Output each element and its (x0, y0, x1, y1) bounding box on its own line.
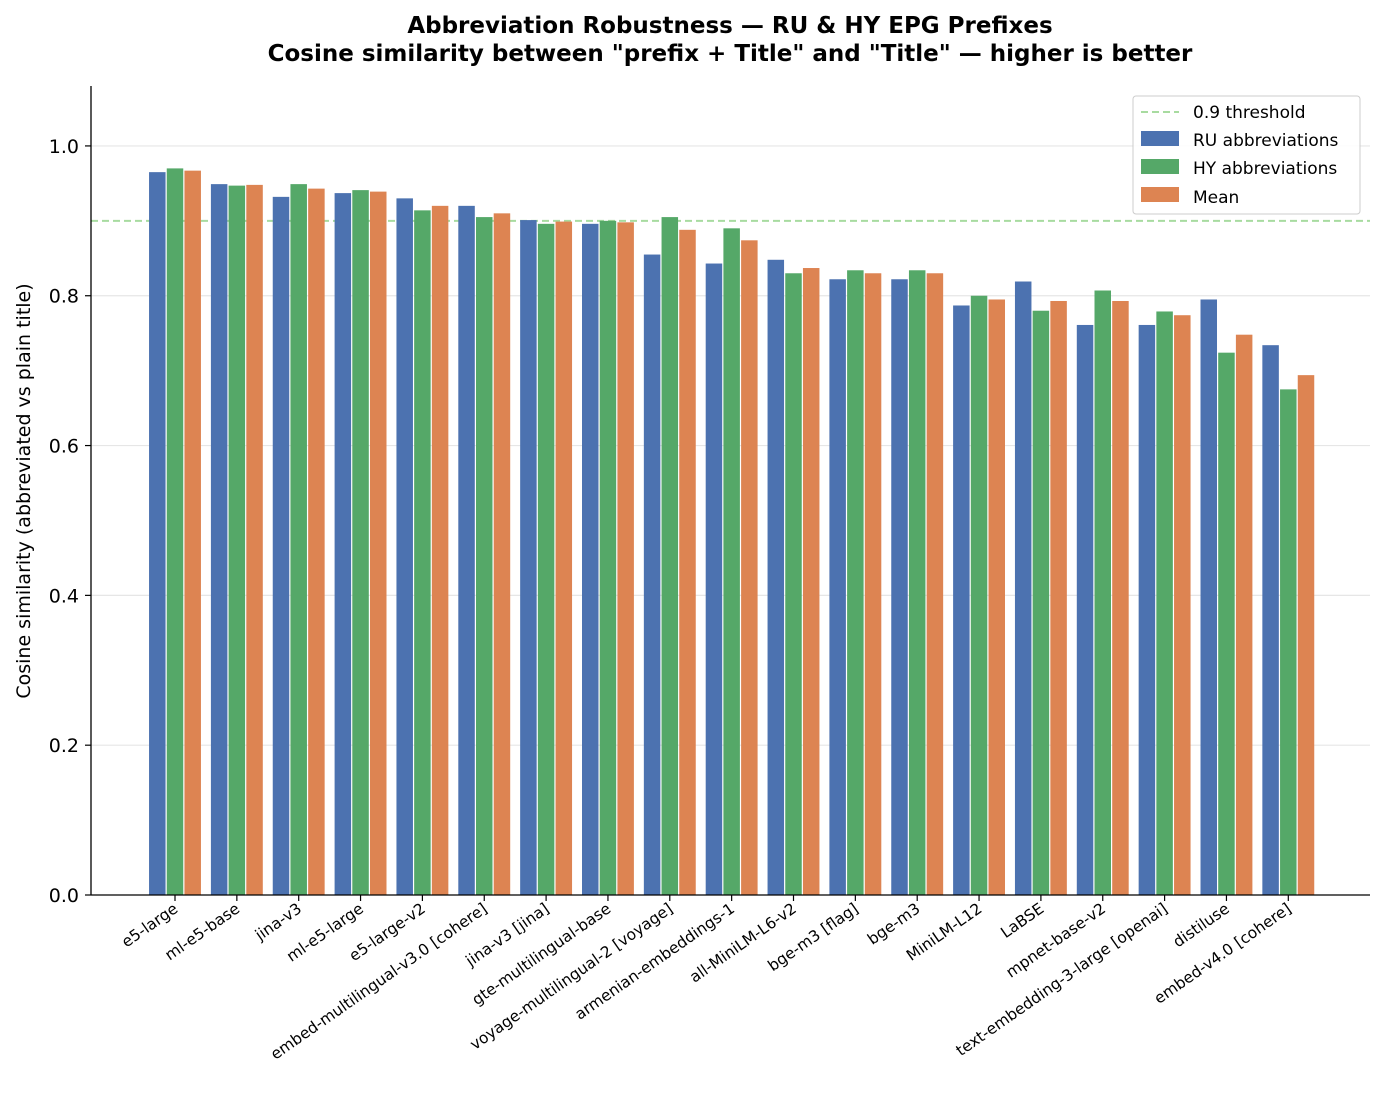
bar-ru-11 (829, 279, 846, 895)
bar-hy-6 (537, 223, 555, 895)
y-tick-label: 0.2 (49, 735, 79, 757)
bar-ru-16 (1138, 324, 1156, 896)
bar-hy-11 (847, 270, 864, 895)
y-tick-label: 0.4 (49, 585, 79, 607)
bar-hy-3 (352, 190, 369, 896)
bar-mean-7 (617, 222, 634, 895)
bars (149, 168, 1315, 896)
y-tick-label: 0.6 (49, 436, 79, 458)
bar-mean-15 (1112, 300, 1129, 895)
bar-hy-14 (1032, 310, 1050, 895)
bar-ru-1 (210, 184, 228, 895)
bar-mean-10 (802, 268, 820, 895)
bar-hy-2 (290, 184, 307, 895)
bar-mean-4 (431, 205, 449, 895)
y-tick-label: 1.0 (49, 136, 79, 158)
bar-ru-2 (272, 196, 290, 895)
y-tick-label: 0.8 (49, 286, 79, 308)
bar-mean-13 (988, 299, 1005, 896)
bar-ru-4 (396, 198, 413, 896)
bar-ru-3 (334, 193, 352, 895)
bar-mean-0 (184, 170, 201, 895)
bar-mean-17 (1235, 334, 1253, 895)
bar-ru-10 (767, 259, 785, 896)
bar-ru-7 (582, 223, 599, 895)
legend-label-ru: RU abbreviations (1193, 131, 1338, 151)
bar-mean-8 (679, 229, 696, 896)
bar-ru-9 (705, 263, 723, 896)
bar-mean-14 (1050, 300, 1067, 895)
x-tick-label: embed-multilingual-v3.0 [cohere] (267, 900, 490, 1064)
bar-hy-5 (476, 217, 493, 896)
legend: 0.9 threshold RU abbreviations HY abbrev… (1132, 95, 1361, 215)
bar-hy-18 (1280, 389, 1297, 895)
bar-mean-2 (308, 188, 325, 895)
bar-mean-12 (926, 273, 944, 895)
bar-ru-0 (149, 172, 166, 895)
bar-mean-11 (864, 273, 882, 895)
chart-subtitle: Cosine similarity between "prefix + Titl… (268, 41, 1193, 67)
bar-ru-6 (520, 220, 537, 896)
y-axis-label: Cosine similarity (abbreviated vs plain … (13, 283, 35, 698)
bar-ru-13 (953, 305, 970, 895)
bar-hy-7 (599, 220, 617, 896)
x-tick-label: text-embedding-3-large [openai] (953, 900, 1171, 1060)
bar-hy-13 (970, 295, 988, 896)
bar-ru-14 (1014, 281, 1032, 896)
bar-ru-15 (1076, 324, 1094, 896)
bar-hy-17 (1218, 352, 1235, 895)
legend-frame (1132, 95, 1361, 215)
bar-ru-17 (1200, 299, 1217, 896)
x-tick-label: all-MiniLM-L6-v2 (686, 900, 799, 987)
x-tick-label: LaBSE (997, 900, 1047, 942)
bar-hy-4 (414, 210, 431, 895)
bar-mean-1 (246, 184, 263, 895)
bar-hy-12 (908, 270, 926, 895)
y-ticks: 0.0 0.2 0.4 0.6 0.8 1.0 (49, 136, 91, 907)
bar-ru-12 (891, 279, 908, 895)
legend-swatch-ru (1141, 131, 1179, 146)
legend-swatch-hy (1141, 159, 1179, 174)
legend-swatch-mean (1141, 187, 1179, 202)
bar-ru-18 (1262, 345, 1279, 895)
bar-hy-1 (228, 185, 246, 896)
bar-hy-15 (1094, 290, 1111, 896)
y-tick-label: 0.0 (49, 885, 79, 907)
legend-threshold-label: 0.9 threshold (1193, 103, 1306, 123)
bar-hy-0 (166, 168, 184, 896)
x-tick-label: jina-v3 (251, 900, 305, 945)
bar-hy-16 (1156, 311, 1173, 895)
bar-ru-5 (458, 205, 475, 895)
bar-mean-5 (493, 213, 511, 895)
bar-hy-8 (661, 217, 679, 896)
chart-title: Abbreviation Robustness — RU & HY EPG Pr… (407, 13, 1052, 39)
bar-hy-9 (723, 228, 740, 895)
bar-mean-18 (1297, 375, 1315, 895)
legend-label-mean: Mean (1193, 188, 1239, 208)
legend-label-hy: HY abbreviations (1193, 159, 1337, 179)
bar-mean-6 (555, 221, 573, 896)
bar-mean-16 (1174, 315, 1191, 895)
bar-ru-8 (643, 254, 661, 895)
bar-mean-3 (370, 191, 387, 895)
bar-hy-10 (785, 273, 802, 895)
bar-mean-9 (741, 240, 758, 895)
